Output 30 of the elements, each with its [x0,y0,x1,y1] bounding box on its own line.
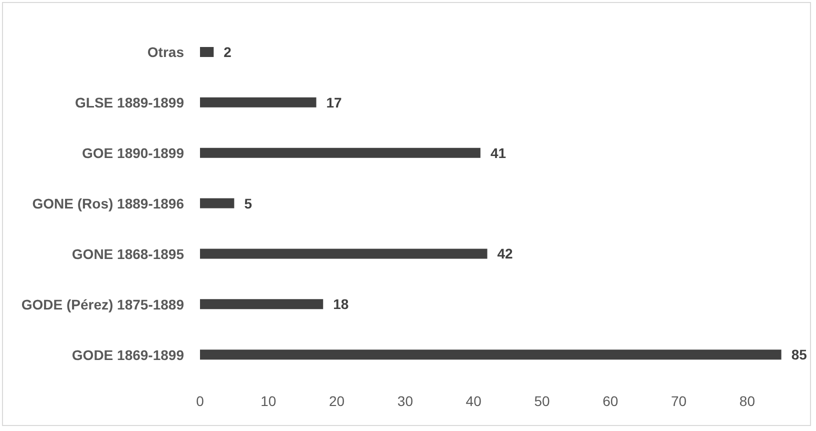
x-tick-label: 30 [397,392,414,409]
bar [200,97,316,108]
data-label: 5 [244,195,252,212]
x-tick-label: 70 [671,392,687,409]
y-tick-label: GOE 1890-1899 [82,145,184,162]
bar [200,248,488,259]
data-label: 42 [497,246,514,262]
x-tick-label: 60 [602,392,618,409]
y-tick-label: GLSE 1889-1899 [75,94,184,111]
y-tick-label: GODE 1869-1899 [72,346,184,363]
data-label: 85 [791,346,808,363]
x-tick-label: 40 [466,392,482,409]
y-tick-label: GONE 1868-1895 [72,246,184,262]
y-tick-label: GONE (Ros) 1889-1896 [32,195,184,212]
bar [200,299,324,310]
x-tick-label: 50 [534,392,550,409]
x-tick-label: 10 [260,392,276,409]
x-tick-label: 0 [196,392,204,409]
y-tick-label: Otras [147,44,184,60]
data-label: 2 [224,44,232,60]
bar [200,350,782,360]
data-label: 17 [326,94,342,110]
data-label: 41 [490,144,506,161]
x-tick-label: 20 [329,392,345,409]
bar [200,47,214,57]
bar [200,148,480,158]
data-label: 18 [333,296,349,312]
y-tick-label: GODE (Pérez) 1875-1889 [21,296,184,312]
bar [200,198,234,208]
x-tick-label: 80 [739,392,756,409]
